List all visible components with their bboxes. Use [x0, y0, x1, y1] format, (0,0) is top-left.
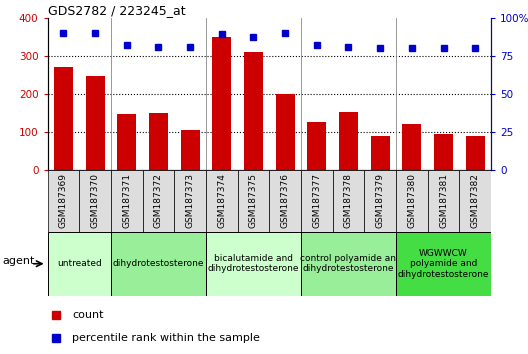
- Bar: [174, 170, 206, 232]
- Bar: [181, 130, 200, 170]
- Text: GSM187378: GSM187378: [344, 173, 353, 228]
- Bar: [402, 124, 421, 170]
- Text: untreated: untreated: [57, 259, 101, 268]
- Text: bicalutamide and
dihydrotestosterone: bicalutamide and dihydrotestosterone: [208, 254, 299, 273]
- Text: GSM187375: GSM187375: [249, 173, 258, 228]
- Bar: [301, 170, 333, 232]
- Text: GSM187373: GSM187373: [185, 173, 195, 228]
- Bar: [459, 170, 491, 232]
- Bar: [301, 232, 396, 296]
- Bar: [339, 112, 358, 170]
- Text: WGWWCW
polyamide and
dihydrotestosterone: WGWWCW polyamide and dihydrotestosterone: [398, 249, 489, 279]
- Bar: [206, 170, 238, 232]
- Bar: [111, 232, 206, 296]
- Bar: [396, 170, 428, 232]
- Bar: [396, 232, 491, 296]
- Bar: [149, 113, 168, 170]
- Bar: [143, 170, 174, 232]
- Text: GSM187379: GSM187379: [375, 173, 385, 228]
- Bar: [48, 170, 79, 232]
- Text: GSM187371: GSM187371: [122, 173, 131, 228]
- Bar: [212, 38, 231, 170]
- Bar: [238, 170, 269, 232]
- Text: percentile rank within the sample: percentile rank within the sample: [72, 333, 260, 343]
- Text: GSM187369: GSM187369: [59, 173, 68, 228]
- Bar: [244, 52, 263, 170]
- Bar: [307, 121, 326, 170]
- Text: GDS2782 / 223245_at: GDS2782 / 223245_at: [48, 4, 185, 17]
- Text: GSM187370: GSM187370: [90, 173, 100, 228]
- Bar: [206, 232, 301, 296]
- Bar: [364, 170, 396, 232]
- Bar: [269, 170, 301, 232]
- Bar: [79, 170, 111, 232]
- Bar: [333, 170, 364, 232]
- Text: GSM187372: GSM187372: [154, 173, 163, 228]
- Text: GSM187380: GSM187380: [407, 173, 417, 228]
- Bar: [371, 136, 390, 170]
- Text: GSM187374: GSM187374: [217, 173, 227, 228]
- Text: count: count: [72, 310, 103, 320]
- Text: dihydrotestosterone: dihydrotestosterone: [112, 259, 204, 268]
- Bar: [86, 75, 105, 170]
- Text: control polyamide an
dihydrotestosterone: control polyamide an dihydrotestosterone: [300, 254, 397, 273]
- Text: GSM187376: GSM187376: [280, 173, 290, 228]
- Bar: [428, 170, 459, 232]
- Bar: [48, 232, 111, 296]
- Bar: [111, 170, 143, 232]
- Text: GSM187377: GSM187377: [312, 173, 322, 228]
- Text: GSM187382: GSM187382: [470, 173, 480, 228]
- Text: GSM187381: GSM187381: [439, 173, 448, 228]
- Bar: [466, 136, 485, 170]
- Bar: [117, 114, 136, 170]
- Bar: [434, 134, 453, 170]
- Text: agent: agent: [2, 256, 35, 266]
- Bar: [54, 67, 73, 170]
- Bar: [276, 94, 295, 170]
